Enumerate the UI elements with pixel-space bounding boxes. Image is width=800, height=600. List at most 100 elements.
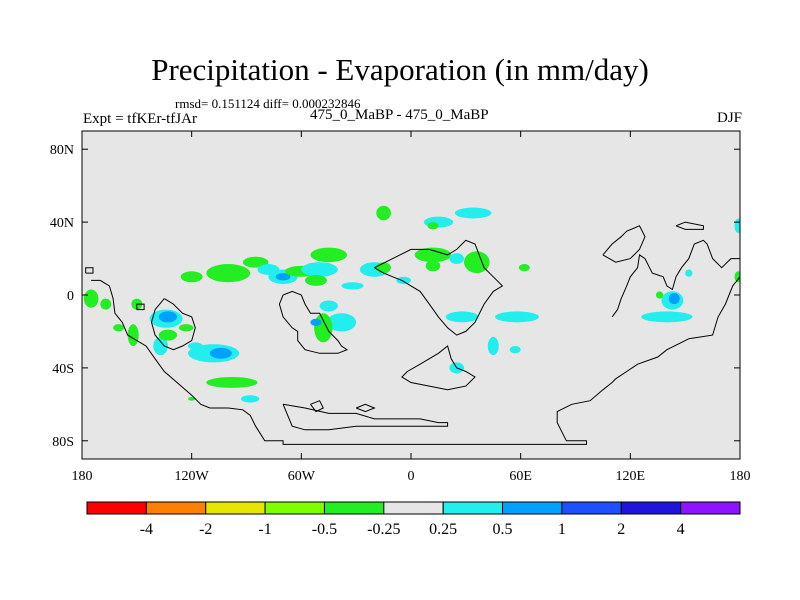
precip-anomaly-patch xyxy=(396,276,412,285)
colorbar-swatch xyxy=(205,501,266,515)
x-tick-label: 0 xyxy=(408,469,415,484)
precip-anomaly-patch xyxy=(310,318,322,326)
precip-anomaly-patch xyxy=(449,253,465,265)
precip-anomaly-patch xyxy=(206,377,258,388)
precip-anomaly-patch xyxy=(341,282,364,290)
coastline xyxy=(602,225,646,263)
precip-anomaly-patch xyxy=(209,347,232,359)
precip-anomaly-patch xyxy=(188,397,196,401)
precip-anomaly-patch xyxy=(178,324,194,332)
colorbar-label: 0.25 xyxy=(429,521,457,538)
x-tick-label: 120W xyxy=(175,469,210,484)
axis-ticks: 180 120W 60W 0 60E 120E 180 80N 40N 0 40S 80S xyxy=(50,131,751,484)
precip-anomaly-patch xyxy=(326,313,357,332)
precip-anomaly-patch xyxy=(127,324,139,347)
colorbar-swatch xyxy=(620,501,682,515)
coastline xyxy=(310,400,324,413)
precip-anomaly-patch xyxy=(180,271,203,283)
colorbar-label: -2 xyxy=(199,521,212,538)
colorbar-label: 2 xyxy=(617,521,625,538)
precip-anomaly-patch xyxy=(100,298,112,310)
precip-anomaly-patch xyxy=(153,336,168,356)
colorbar-swatch xyxy=(561,501,622,515)
coastline xyxy=(401,345,476,391)
precip-anomaly-patch xyxy=(487,336,499,356)
colorbar-swatch xyxy=(86,501,147,515)
precip-anomaly-patch xyxy=(641,311,693,323)
coastline xyxy=(85,267,94,274)
coastline xyxy=(278,290,349,354)
coastline xyxy=(136,303,145,311)
map-background xyxy=(82,131,740,459)
coastline xyxy=(282,403,449,431)
colorbar-swatch xyxy=(323,501,385,515)
x-tick-label: 180 xyxy=(72,469,93,484)
precip-anomaly-patch xyxy=(376,205,391,221)
precip-anomaly-patch xyxy=(319,300,338,312)
coastline xyxy=(374,239,504,336)
precip-anomaly-patch xyxy=(158,329,178,341)
coastline xyxy=(91,239,740,445)
precip-anomaly-patch xyxy=(226,269,238,277)
precip-anomaly-patch xyxy=(113,324,125,332)
precip-anomaly-patch xyxy=(310,247,348,263)
colorbar-label: 1 xyxy=(558,521,566,538)
precip-anomaly-patch xyxy=(425,260,441,272)
precip-anomaly-patch xyxy=(275,273,291,281)
coastline-layer xyxy=(85,221,740,445)
colorbar-swatch xyxy=(442,501,504,515)
precip-anomaly-patch xyxy=(734,271,740,283)
precip-anomaly-patch xyxy=(445,311,479,323)
x-tick-label: 60E xyxy=(509,469,532,484)
precip-anomaly-patch xyxy=(685,269,693,277)
season-label: DJF xyxy=(716,110,742,126)
stats-label: rmsd= 0.151124 diff= 0.000232846 xyxy=(175,96,361,111)
colorbar-swatch xyxy=(383,501,444,515)
cases-label: 475_0_MaBP - 475_0_MaBP xyxy=(310,107,489,123)
precip-anomaly-patch xyxy=(83,289,99,308)
precip-anomaly-patch xyxy=(304,274,327,286)
coastline xyxy=(150,298,196,351)
precip-anomaly-patch xyxy=(734,218,740,234)
precip-anomaly-patch xyxy=(158,311,178,323)
colorbar-swatch xyxy=(145,501,207,515)
coastline xyxy=(356,403,376,413)
precip-anomaly-patch xyxy=(518,264,530,272)
y-tick-label: 40N xyxy=(50,216,74,231)
precip-anomaly-patch xyxy=(427,222,439,230)
colorbar-label: -1 xyxy=(258,521,271,538)
precip-anomaly-patch xyxy=(376,262,391,274)
y-tick-label: 0 xyxy=(67,289,74,304)
colorbar-label: -0.5 xyxy=(312,521,337,538)
y-tick-label: 80N xyxy=(50,143,74,158)
precip-anomaly-patch xyxy=(242,256,269,268)
x-tick-label: 120E xyxy=(616,469,646,484)
precip-anomaly-patch xyxy=(241,395,260,403)
x-tick-label: 180 xyxy=(730,469,751,484)
colorbar-swatch xyxy=(502,501,563,515)
precip-anomaly-patch xyxy=(668,293,680,305)
colorbar-label: 0.5 xyxy=(493,521,513,538)
coastline xyxy=(675,221,704,230)
x-tick-label: 60W xyxy=(288,469,316,484)
precip-anomaly-patch xyxy=(454,207,492,219)
experiment-label: Expt = tfKEr-tfJAr xyxy=(83,111,197,127)
colorbar-swatch xyxy=(264,501,325,515)
precip-anomaly-patch xyxy=(655,291,664,299)
precip-anomaly-patch xyxy=(495,311,539,323)
precip-anomaly-patch xyxy=(509,346,521,354)
precip-anomaly-patch xyxy=(464,251,490,274)
colorbar-label: -4 xyxy=(140,521,153,538)
precip-anomaly-patch xyxy=(314,313,333,343)
precip-field-layer xyxy=(83,205,740,403)
y-tick-label: 80S xyxy=(52,435,74,450)
colorbar-label: -0.25 xyxy=(367,521,400,538)
colorbar: -4 -2 -1 -0.5 -0.25 0.25 0.5 1 2 4 xyxy=(86,501,741,538)
colorbar-swatch xyxy=(680,501,741,515)
y-tick-label: 40S xyxy=(52,362,74,377)
precip-anomaly-patch xyxy=(301,262,338,277)
colorbar-label: 4 xyxy=(677,521,685,538)
map-title: Precipitation - Evaporation (in mm/day) xyxy=(151,52,649,87)
precip-anomaly-patch xyxy=(414,247,452,263)
